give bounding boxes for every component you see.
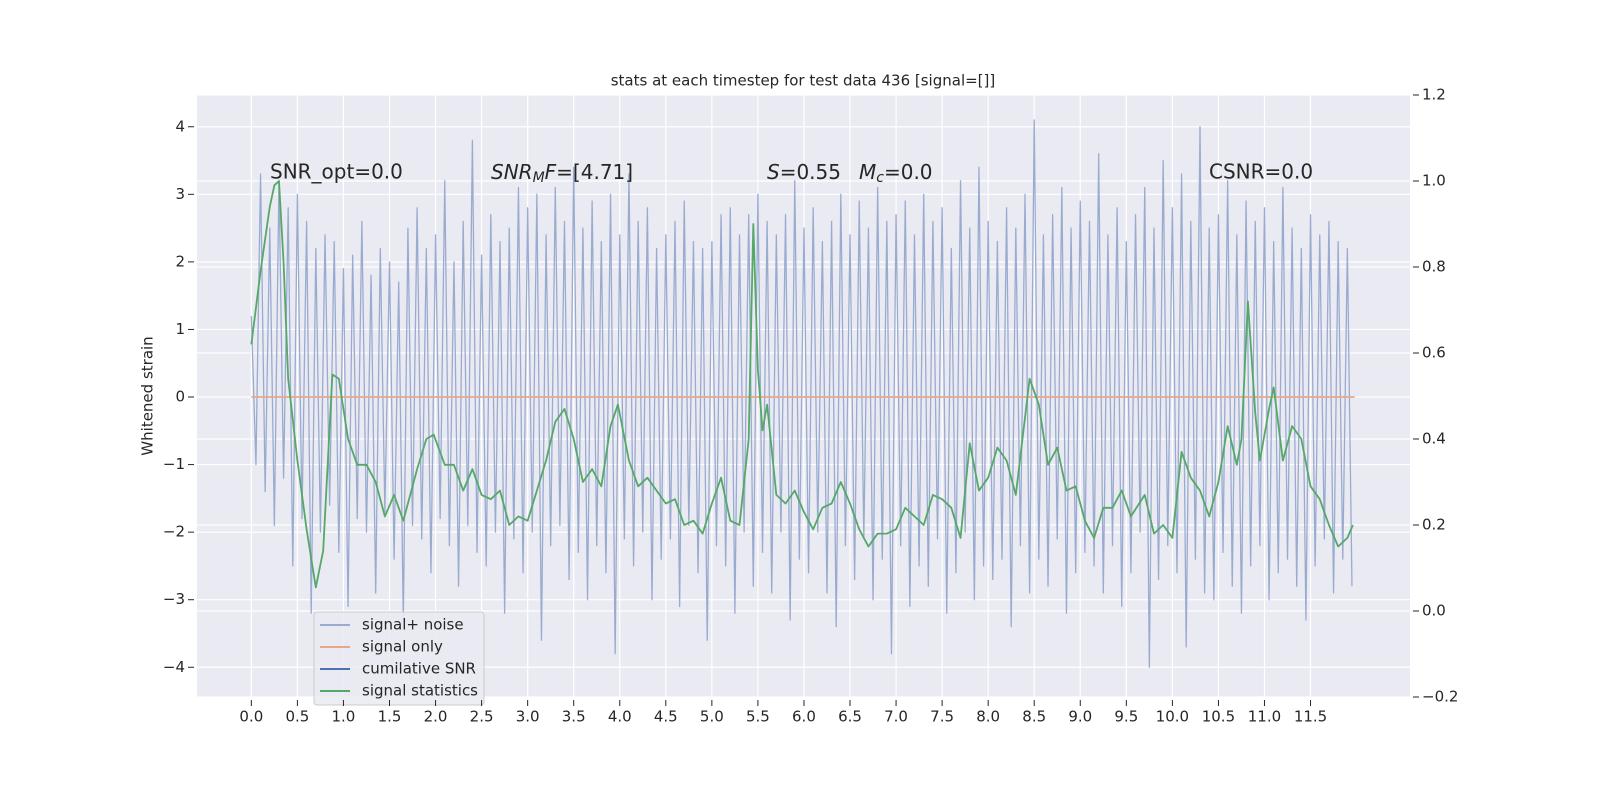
y-tick-label: −1: [163, 455, 185, 473]
y2-tick-label: −0.2: [1422, 688, 1458, 706]
annotation-part: S: [767, 160, 780, 184]
series-line: [250, 119, 1353, 668]
y-tick-label: 3: [175, 185, 185, 203]
x-tick-label: 10.5: [1202, 708, 1235, 726]
legend-label: cumilative SNR: [362, 660, 476, 678]
annotation-part: F: [545, 160, 557, 184]
chart-title: stats at each timestep for test data 436…: [611, 72, 996, 90]
x-tick-label: 0.5: [285, 708, 309, 726]
x-tick-label: 0.0: [239, 708, 263, 726]
y-tick-label: −4: [163, 658, 185, 676]
x-tick-label: 2.0: [424, 708, 448, 726]
legend-label: signal statistics: [362, 682, 478, 700]
legend-label: signal+ noise: [362, 616, 464, 634]
annotation-part: SNR: [491, 160, 533, 184]
legend-label: signal only: [362, 638, 443, 656]
y2-tick-label: 0.4: [1422, 430, 1446, 448]
x-tick-label: 9.0: [1068, 708, 1092, 726]
legend-box: [313, 611, 485, 706]
y-tick-label: −3: [163, 590, 185, 608]
annotation-part: =0.55: [780, 160, 841, 184]
x-tick-label: 5.0: [700, 708, 724, 726]
x-tick-label: 5.5: [746, 708, 770, 726]
y2-tick-label: 0.2: [1422, 516, 1446, 534]
x-tick-label: 11.5: [1294, 708, 1327, 726]
y-tick-label: 1: [175, 320, 185, 338]
x-tick-label: 6.0: [792, 708, 816, 726]
annotation: SNRMF=[4.71]: [491, 160, 633, 187]
series-line: [250, 180, 1354, 589]
y2-tick-label: 0.0: [1422, 602, 1446, 620]
annotation-part: =[4.71]: [556, 160, 633, 184]
marks: [250, 119, 1355, 668]
x-tick-label: 10.0: [1156, 708, 1189, 726]
y2-tick-label: 0.8: [1422, 258, 1446, 276]
y2-tick-label: 1.2: [1422, 86, 1446, 104]
x-tick-label: 4.0: [608, 708, 632, 726]
legend: signal+ noise signal only cumilative SNR si…: [313, 611, 485, 706]
x-tick-label: 3.0: [516, 708, 540, 726]
x-tick-label: 1.0: [332, 708, 356, 726]
x-tick-label: 9.5: [1114, 708, 1138, 726]
x-tick-label: 1.5: [378, 708, 402, 726]
x-tick-label: 4.5: [654, 708, 678, 726]
y-tick-label: 0: [175, 388, 185, 406]
x-tick-label: 8.0: [976, 708, 1000, 726]
annotation: S=0.55 Mc=0.0: [767, 160, 933, 187]
annotation-part: c: [876, 170, 884, 186]
annotation-part: =0.0: [884, 160, 933, 184]
y-tick-label: 2: [175, 252, 185, 270]
x-tick-label: 2.5: [470, 708, 494, 726]
y-tick-label: −2: [163, 523, 185, 541]
y-tick-label: 4: [175, 117, 185, 135]
x-tick-label: 11.0: [1248, 708, 1281, 726]
x-tick-label: 7.0: [884, 708, 908, 726]
annotation: CSNR=0.0: [1209, 160, 1313, 184]
annotation-part: M: [533, 170, 545, 186]
y2-tick-label: 0.6: [1422, 344, 1446, 362]
y-axis-label: Whitened strain: [139, 336, 157, 455]
y2-tick-label: 1.0: [1422, 172, 1446, 190]
x-tick-label: 8.5: [1022, 708, 1046, 726]
x-tick-label: 3.5: [562, 708, 586, 726]
x-tick-label: 6.5: [838, 708, 862, 726]
annotation-part: M: [859, 160, 876, 184]
annotation: SNR_opt=0.0: [270, 160, 403, 184]
x-tick-label: 7.5: [930, 708, 954, 726]
